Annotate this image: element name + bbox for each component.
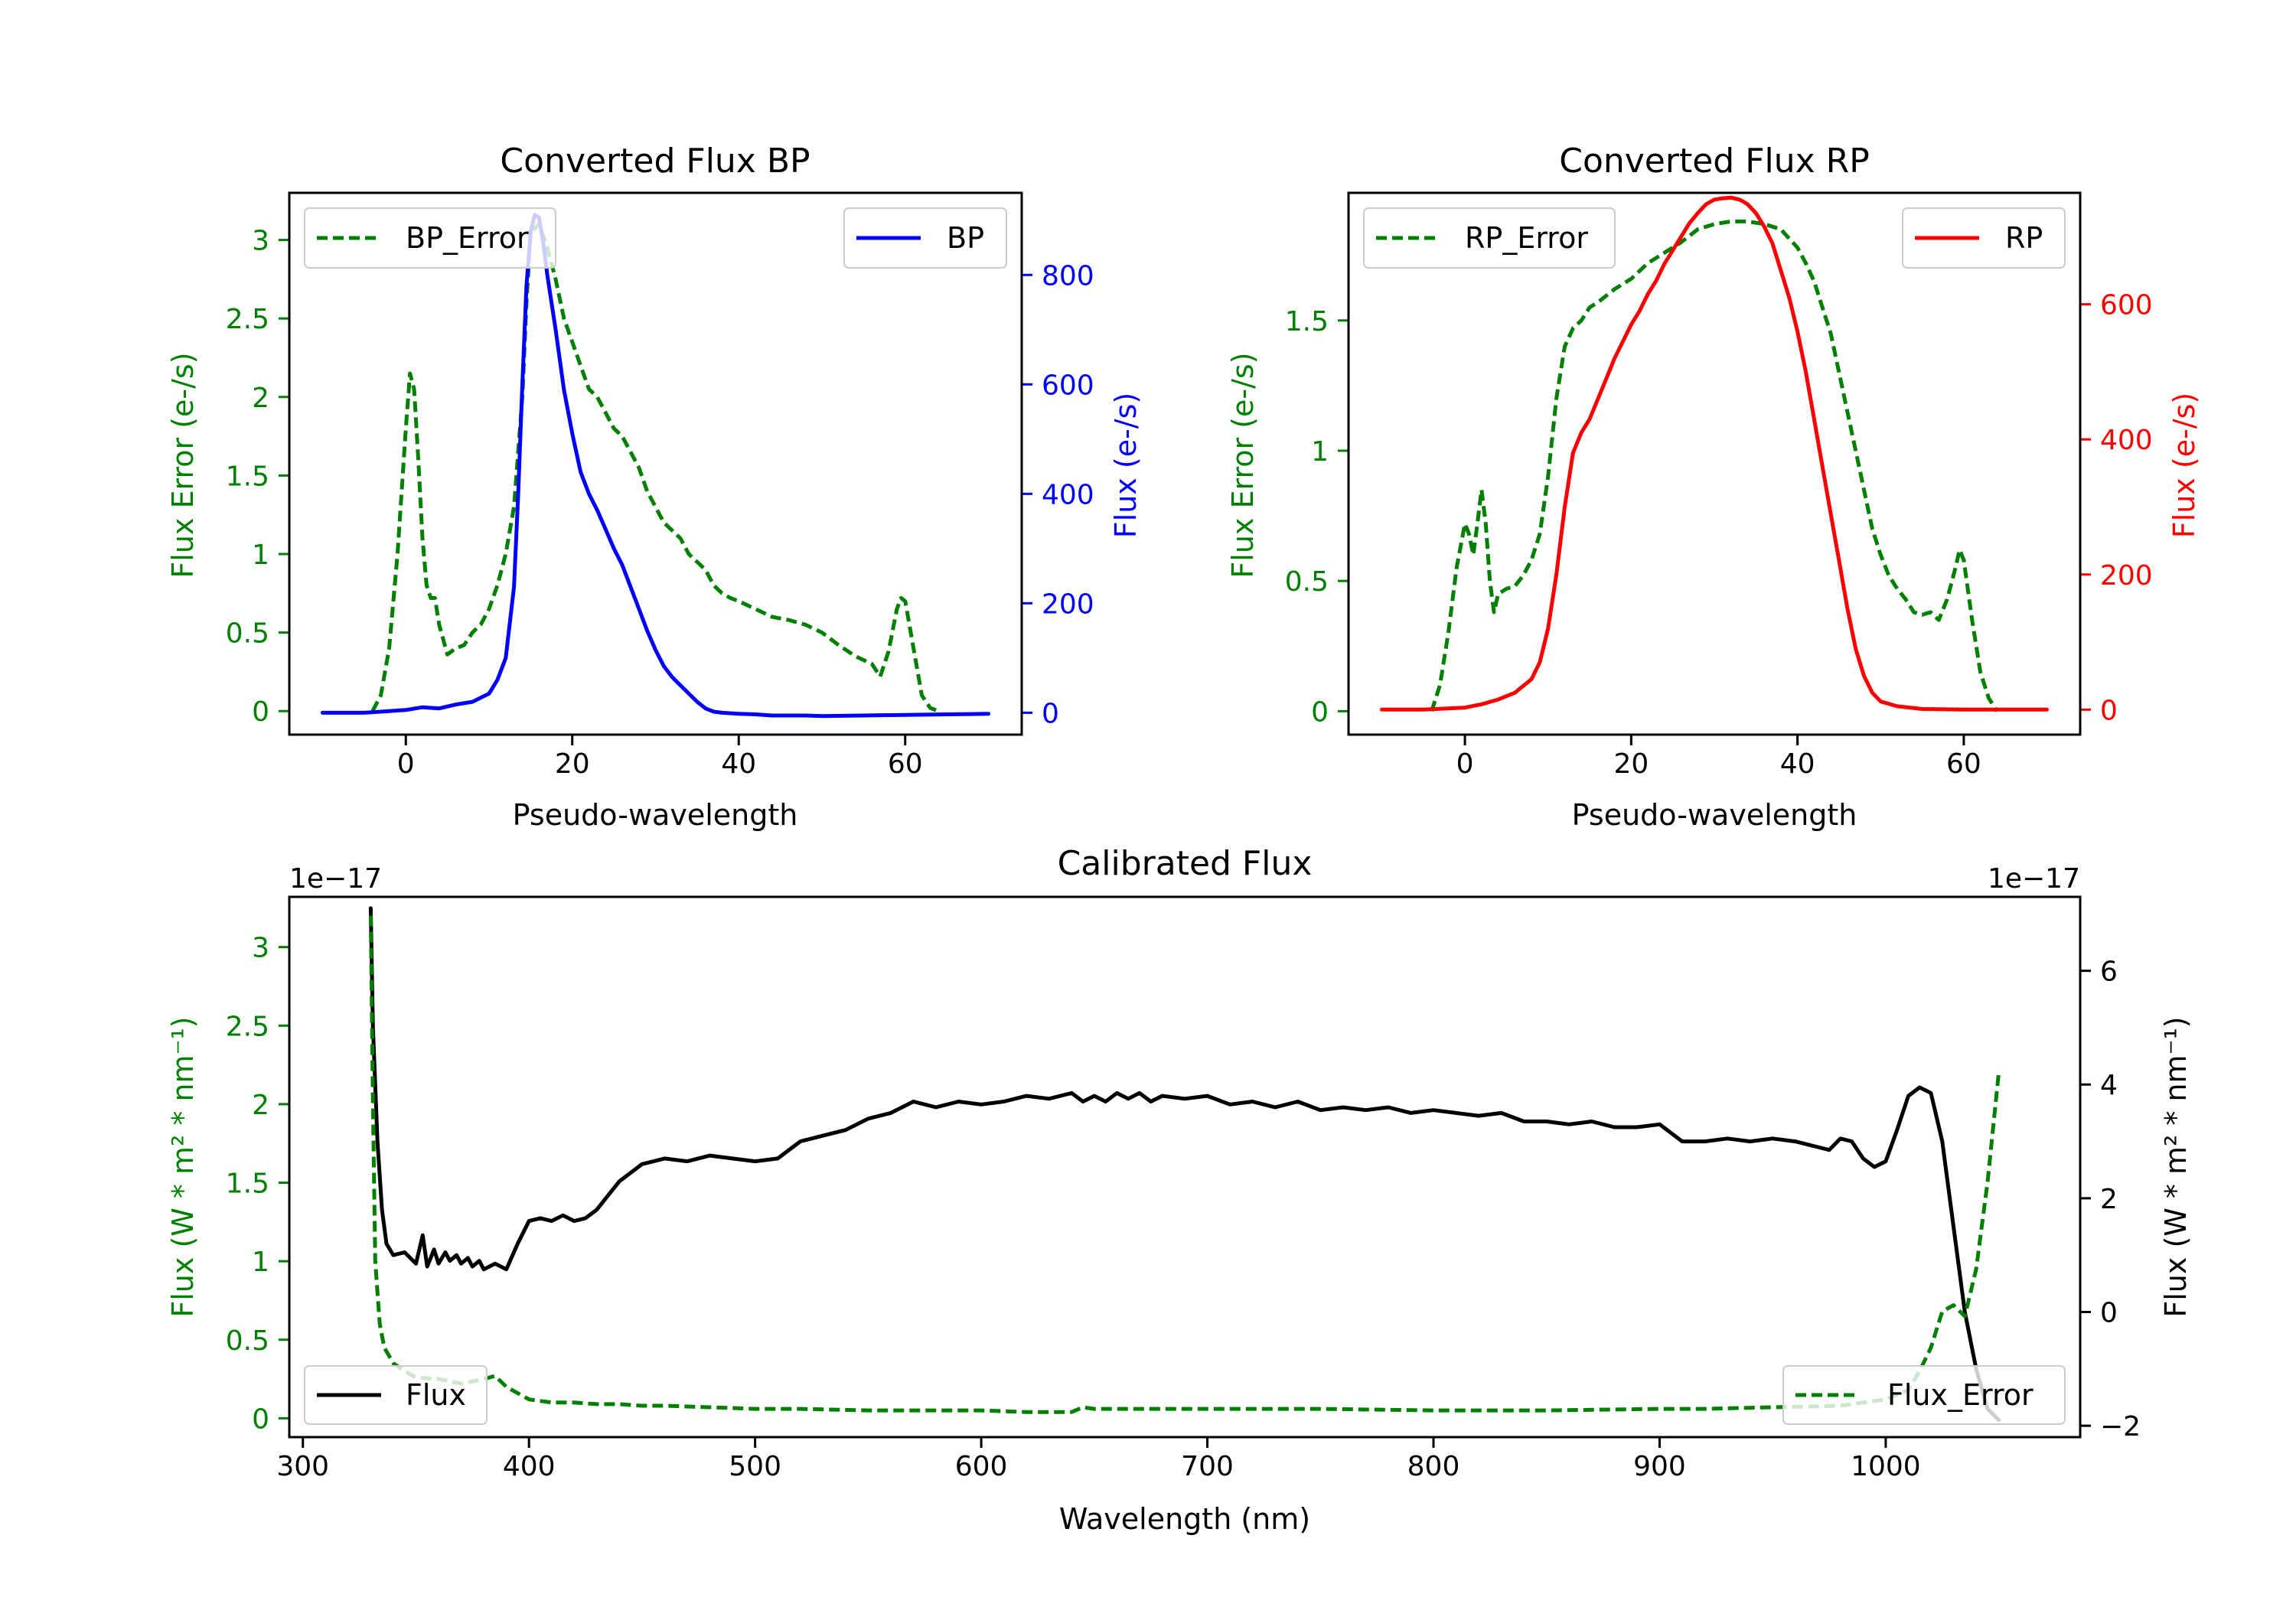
x-tick-label: 500 <box>729 1451 781 1482</box>
legend-left: BP_Error <box>304 207 556 269</box>
y-axis-label-right: Flux (e-/s) <box>2167 393 2201 538</box>
y-tick-label-left: 0 <box>252 696 269 728</box>
legend-label-flux-error: Flux_Error <box>1887 1378 2033 1412</box>
series-line-bp <box>321 213 990 719</box>
y-tick-label-right: 800 <box>1042 260 1094 292</box>
y-tick-label-left: 0 <box>252 1403 269 1435</box>
y-tick-label-right: 2 <box>2100 1184 2118 1215</box>
legend-label-bp-error: BP_Error <box>406 221 529 255</box>
legend-label-rp-error: RP_Error <box>1465 221 1588 255</box>
y-tick-label-right: 4 <box>2100 1070 2118 1101</box>
legend-box <box>1902 207 2066 269</box>
x-tick-label: 800 <box>1407 1451 1460 1482</box>
chart-title: Converted Flux RP <box>1559 142 1870 181</box>
x-axis-label: Pseudo-wavelength <box>1572 798 1857 832</box>
chart-title: Calibrated Flux <box>1058 844 1313 883</box>
legend-label-rp: RP <box>2005 221 2043 255</box>
chart-calibrated: Calibrated Flux Wavelength (nm) Flux (W … <box>166 844 2193 1536</box>
y-tick-label-right: 0 <box>1042 698 1059 729</box>
y-tick-label-left: 0.5 <box>226 1325 269 1357</box>
chart-title: Converted Flux BP <box>500 142 810 181</box>
offset-text-left: 1e−17 <box>289 863 382 895</box>
legend-right: BP <box>843 207 1007 269</box>
x-tick-label: 700 <box>1181 1451 1234 1482</box>
y-tick-label-right: −2 <box>2100 1411 2141 1442</box>
y-tick-label-left: 0 <box>1311 696 1329 728</box>
y-tick-label-left: 0.5 <box>226 618 269 650</box>
series-line-rp-error <box>1430 219 1999 712</box>
x-tick-label: 900 <box>1633 1451 1686 1482</box>
x-tick-label: 1000 <box>1851 1451 1921 1482</box>
x-tick-label: 0 <box>1456 748 1474 780</box>
y-tick-label-right: 0 <box>2100 695 2118 726</box>
y-tick-label-right: 6 <box>2100 957 2118 988</box>
y-tick-label-right: 600 <box>2100 290 2153 321</box>
y-tick-label-left: 1.5 <box>1285 306 1329 337</box>
x-tick-label: 40 <box>1780 748 1815 780</box>
x-tick-label: 60 <box>1946 748 1981 780</box>
x-tick-label: 20 <box>555 748 590 780</box>
y-tick-label-right: 200 <box>2100 560 2153 592</box>
legend-left: Flux <box>304 1365 488 1425</box>
series-line-rp <box>1380 195 2049 712</box>
y-tick-label-left: 3 <box>252 933 269 964</box>
legend-label-bp: BP <box>947 221 984 255</box>
plot-frame <box>288 895 2082 1439</box>
x-tick-label: 0 <box>397 748 415 780</box>
y-tick-label-left: 1 <box>252 539 269 571</box>
y-tick-label-left: 2 <box>252 383 269 414</box>
plot-frame <box>288 191 1023 736</box>
y-axis-label-right: Flux (e-/s) <box>1109 393 1143 538</box>
y-tick-label-right: 0 <box>2100 1298 2118 1329</box>
y-tick-label-left: 1.5 <box>226 461 269 492</box>
legend-box <box>1363 207 1616 269</box>
y-tick-label-right: 600 <box>1042 370 1094 401</box>
y-tick-label-right: 200 <box>1042 588 1094 620</box>
y-axis-label-left: Flux Error (e-/s) <box>1226 352 1260 578</box>
offset-text-right: 1e−17 <box>1988 863 2080 895</box>
legend-right: Flux_Error <box>1782 1365 2066 1425</box>
y-axis-label-left: Flux (W * m² * nm⁻¹) <box>166 1016 200 1317</box>
x-tick-label: 40 <box>721 748 756 780</box>
legend-box <box>304 1365 488 1425</box>
y-tick-label-left: 1 <box>252 1247 269 1278</box>
legend-label-flux: Flux <box>406 1378 466 1412</box>
plot-frame <box>1347 191 2082 736</box>
x-tick-label: 400 <box>503 1451 556 1482</box>
x-tick-label: 60 <box>888 748 923 780</box>
y-tick-label-left: 1 <box>1311 436 1329 468</box>
legend-box <box>843 207 1007 269</box>
y-axis-label-left: Flux Error (e-/s) <box>166 352 200 578</box>
series-line-bp-error <box>370 222 940 713</box>
y-axis-label-right: Flux (W * m² * nm⁻¹) <box>2159 1016 2193 1317</box>
legend-box <box>1782 1365 2066 1425</box>
legend-box <box>304 207 556 269</box>
y-tick-label-right: 400 <box>1042 479 1094 510</box>
legend-right: RP <box>1902 207 2066 269</box>
y-tick-label-left: 1.5 <box>226 1169 269 1200</box>
y-tick-label-left: 2.5 <box>226 304 269 335</box>
x-tick-label: 300 <box>276 1451 329 1482</box>
chart-bp: Converted Flux BP Pseudo-wavelength Flux… <box>166 142 1143 832</box>
legend-left: RP_Error <box>1363 207 1616 269</box>
y-tick-label-left: 2.5 <box>226 1011 269 1042</box>
y-tick-label-left: 3 <box>252 226 269 257</box>
y-tick-label-right: 400 <box>2100 425 2153 456</box>
y-tick-label-left: 2 <box>252 1090 269 1121</box>
x-tick-label: 20 <box>1613 748 1649 780</box>
x-axis-label: Wavelength (nm) <box>1059 1502 1310 1536</box>
x-tick-label: 600 <box>955 1451 1008 1482</box>
chart-rp: Converted Flux RP Pseudo-wavelength Flux… <box>1226 142 2201 832</box>
y-tick-label-left: 0.5 <box>1285 566 1329 598</box>
series-line-flux <box>368 906 2001 1423</box>
x-axis-label: Pseudo-wavelength <box>513 798 798 832</box>
